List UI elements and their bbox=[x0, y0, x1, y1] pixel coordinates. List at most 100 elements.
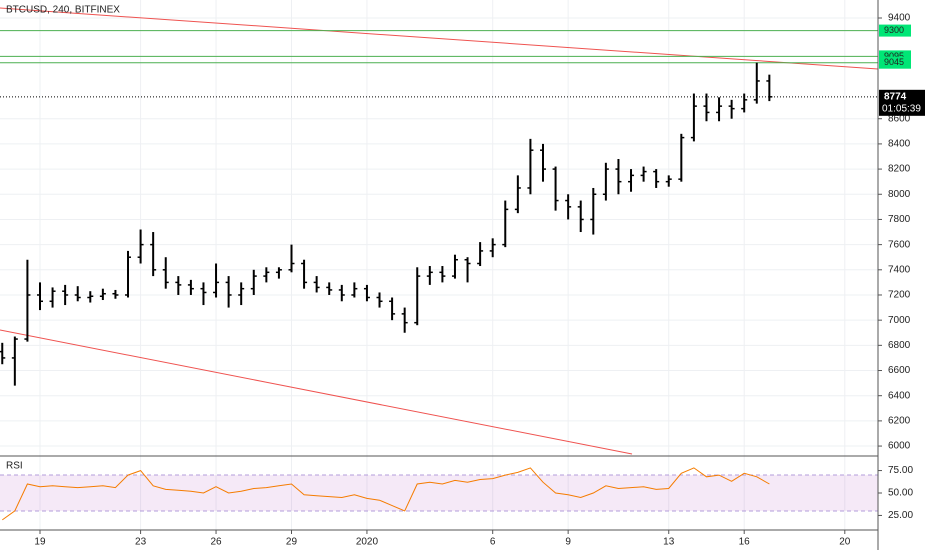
level-label: 9300 bbox=[884, 25, 904, 35]
level-label: 9045 bbox=[884, 57, 904, 67]
ohlc-bar bbox=[112, 289, 119, 299]
ohlc-bar bbox=[62, 284, 69, 306]
ohlc-bar bbox=[514, 175, 521, 214]
ohlc-bar bbox=[125, 250, 132, 298]
x-tick-label: 29 bbox=[286, 537, 298, 548]
rsi-band bbox=[0, 475, 878, 511]
ohlc-bar bbox=[552, 166, 559, 211]
ohlc-bar bbox=[728, 99, 735, 119]
rsi-tick-label: 50.00 bbox=[888, 488, 913, 499]
ohlc-bar bbox=[401, 307, 408, 333]
ohlc-bar bbox=[477, 242, 484, 267]
y-tick-label: 7400 bbox=[888, 264, 911, 275]
ohlc-bar bbox=[376, 292, 383, 308]
y-tick-label: 6400 bbox=[888, 390, 911, 401]
ohlc-bar bbox=[565, 194, 572, 220]
y-tick-label: 6600 bbox=[888, 365, 911, 376]
y-tick-label: 9400 bbox=[888, 13, 911, 24]
ohlc-bar bbox=[464, 257, 471, 283]
ohlc-bar bbox=[502, 200, 509, 248]
ohlc-bar bbox=[615, 159, 622, 195]
rsi-line bbox=[2, 467, 770, 521]
ohlc-bar bbox=[313, 276, 320, 293]
countdown: 01:05:39 bbox=[882, 103, 921, 114]
ohlc-bar bbox=[301, 259, 308, 289]
chart-title: BTCUSD, 240, BITFINEX bbox=[6, 5, 120, 16]
ohlc-bar bbox=[653, 169, 660, 188]
ohlc-bar bbox=[678, 133, 685, 182]
ohlc-bar bbox=[74, 286, 81, 302]
ohlc-bar bbox=[602, 162, 609, 201]
x-tick-label: 19 bbox=[34, 537, 46, 548]
trend-line bbox=[0, 7, 879, 70]
x-tick-label: 6 bbox=[490, 537, 496, 548]
y-tick-label: 6200 bbox=[888, 416, 911, 427]
ohlc-bar bbox=[250, 269, 257, 295]
trend-line bbox=[0, 329, 633, 455]
ohlc-bar bbox=[527, 138, 534, 195]
ohlc-bar bbox=[175, 276, 182, 295]
ohlc-bar bbox=[426, 266, 433, 285]
x-tick-label: 26 bbox=[210, 537, 222, 548]
x-tick-label: 23 bbox=[135, 537, 147, 548]
ohlc-bar bbox=[99, 288, 106, 301]
ohlc-bar bbox=[225, 276, 232, 308]
ohlc-bar bbox=[338, 284, 345, 302]
ohlc-bar bbox=[288, 244, 295, 273]
last-price-box bbox=[879, 89, 925, 116]
y-tick-label: 7600 bbox=[888, 239, 911, 250]
ohlc-bar bbox=[162, 257, 169, 289]
y-tick-label: 8400 bbox=[888, 139, 911, 150]
ohlc-bar bbox=[351, 282, 358, 298]
y-tick-label: 8000 bbox=[888, 189, 911, 200]
ohlc-bar bbox=[590, 187, 597, 235]
ohlc-bar bbox=[326, 282, 333, 295]
x-tick-label: 9 bbox=[565, 537, 571, 548]
y-tick-label: 7000 bbox=[888, 315, 911, 326]
x-tick-label: 2020 bbox=[356, 537, 379, 548]
level-label-box bbox=[879, 24, 911, 37]
ohlc-bar bbox=[640, 166, 647, 182]
ohlc-bar bbox=[690, 93, 697, 142]
x-tick-label: 13 bbox=[663, 537, 675, 548]
ohlc-bar bbox=[150, 232, 157, 277]
ohlc-bar bbox=[24, 259, 31, 342]
rsi-title: RSI bbox=[6, 461, 23, 472]
level-label: 9095 bbox=[884, 51, 904, 61]
y-tick-label: 8200 bbox=[888, 164, 911, 175]
ohlc-bar bbox=[275, 267, 282, 279]
x-tick-label: 20 bbox=[839, 537, 851, 548]
ohlc-bar bbox=[665, 175, 672, 187]
ohlc-bar bbox=[489, 238, 496, 258]
ohlc-bar bbox=[716, 97, 723, 122]
ohlc-bar bbox=[213, 263, 220, 298]
ohlc-bar bbox=[137, 229, 144, 264]
ohlc-bar bbox=[703, 93, 710, 122]
x-tick-label: 16 bbox=[739, 537, 751, 548]
level-label-box bbox=[879, 56, 911, 69]
y-tick-label: 8600 bbox=[888, 113, 911, 124]
ohlc-bar bbox=[0, 342, 6, 365]
ohlc-bar bbox=[11, 336, 18, 386]
y-tick-label: 7200 bbox=[888, 290, 911, 301]
ohlc-bar bbox=[451, 254, 458, 279]
y-tick-label: 6000 bbox=[888, 441, 911, 452]
ohlc-bar bbox=[741, 93, 748, 113]
ohlc-bar bbox=[753, 62, 760, 104]
ohlc-bar bbox=[238, 282, 245, 306]
ohlc-bar bbox=[87, 291, 94, 303]
rsi-tick-label: 75.00 bbox=[888, 465, 913, 476]
ohlc-bar bbox=[200, 282, 207, 306]
ohlc-bar bbox=[363, 284, 370, 302]
ohlc-bar bbox=[539, 143, 546, 182]
ohlc-bar bbox=[36, 282, 43, 311]
ohlc-bar bbox=[389, 297, 396, 321]
ohlc-bar bbox=[187, 279, 194, 295]
last-price-label: 8774 bbox=[884, 91, 907, 102]
ohlc-bar bbox=[263, 267, 270, 283]
ohlc-bar bbox=[414, 267, 421, 326]
ohlc-bar bbox=[628, 169, 635, 192]
ohlc-bar bbox=[766, 74, 773, 102]
ohlc-bar bbox=[439, 266, 446, 283]
